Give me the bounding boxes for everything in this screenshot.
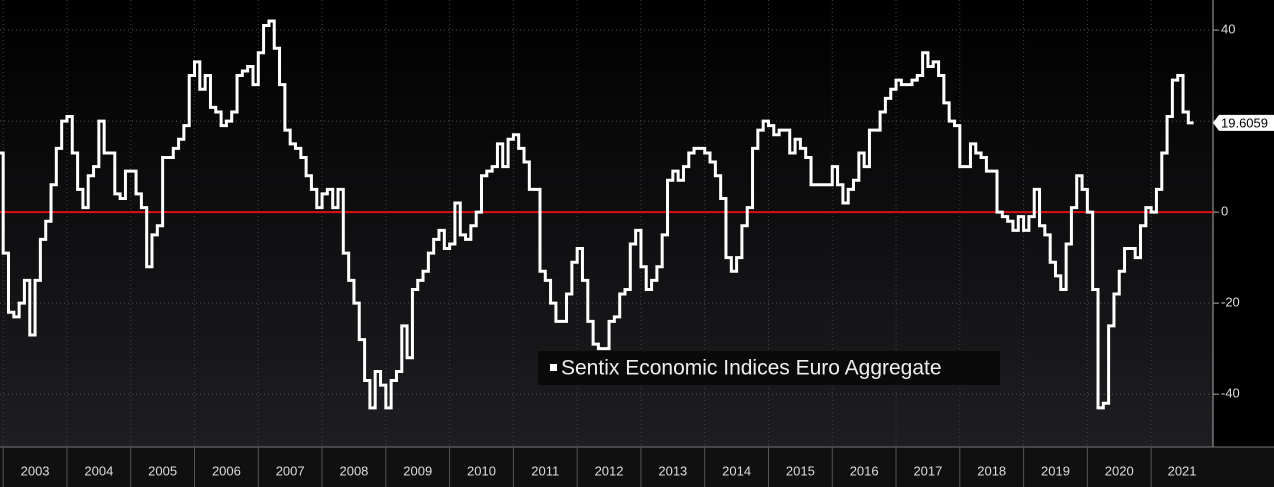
x-tick-label: 2008: [339, 463, 368, 478]
x-axis-band: [0, 447, 1274, 487]
x-tick-label: 2003: [21, 463, 50, 478]
x-tick-label: 2013: [658, 463, 687, 478]
x-tick-label: 2020: [1105, 463, 1134, 478]
x-tick-label: 2007: [276, 463, 305, 478]
y-tick-label: -40: [1221, 386, 1240, 401]
x-tick-label: 2018: [977, 463, 1006, 478]
x-tick-label: 2004: [84, 463, 113, 478]
x-tick-label: 2017: [913, 463, 942, 478]
x-tick-label: 2014: [722, 463, 751, 478]
y-tick-label: -20: [1221, 295, 1240, 310]
x-tick-label: 2005: [148, 463, 177, 478]
x-tick-label: 2012: [595, 463, 624, 478]
x-tick-label: 2021: [1168, 463, 1197, 478]
legend-box: [538, 351, 1000, 385]
legend-swatch: [550, 364, 557, 371]
y-tick-label: 40: [1221, 21, 1235, 36]
legend-label: Sentix Economic Indices Euro Aggregate: [561, 357, 942, 380]
last-value-label: 19.6059: [1221, 115, 1268, 130]
x-tick-label: 2006: [212, 463, 241, 478]
x-tick-label: 2019: [1041, 463, 1070, 478]
x-tick-label: 2011: [531, 463, 559, 478]
x-tick-label: 2010: [467, 463, 496, 478]
series-line: [0, 19, 1194, 410]
x-tick-label: 2015: [786, 463, 815, 478]
y-tick-label: 0: [1221, 204, 1228, 219]
last-value-tag: [1213, 114, 1274, 131]
x-tick-label: 2009: [403, 463, 432, 478]
x-tick-label: 2016: [850, 463, 879, 478]
series-group: [0, 19, 1213, 410]
